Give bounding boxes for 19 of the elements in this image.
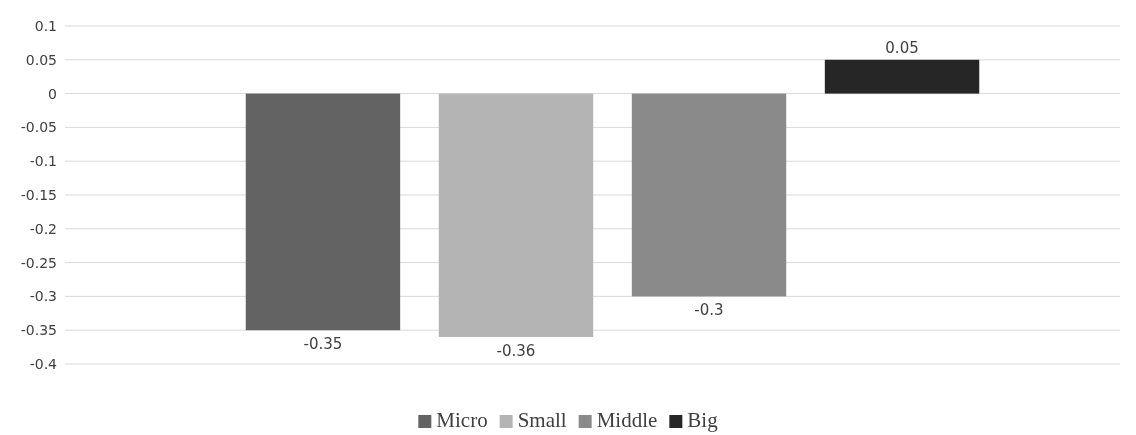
data-label: -0.3 — [694, 301, 724, 320]
y-tick-label: -0.3 — [29, 288, 57, 305]
legend-label: Small — [517, 408, 567, 432]
y-tick-label: 0.1 — [34, 17, 57, 34]
legend-label: Micro — [436, 408, 488, 432]
y-tick-label: -0.1 — [29, 153, 57, 170]
data-label: 0.05 — [885, 38, 919, 57]
data-label: -0.36 — [496, 341, 536, 360]
y-tick-label: -0.2 — [29, 220, 57, 237]
y-tick-label: -0.05 — [20, 119, 57, 136]
y-tick-label: 0 — [48, 85, 57, 102]
y-tick-label: -0.15 — [20, 186, 57, 203]
y-tick-label: -0.4 — [29, 355, 58, 372]
y-tick-label: 0.05 — [25, 51, 57, 68]
y-tick-label: -0.35 — [20, 322, 57, 339]
legend-label: Big — [687, 408, 719, 432]
y-tick-label: -0.25 — [20, 254, 57, 271]
legend-label: Middle — [596, 408, 658, 432]
data-label: -0.35 — [303, 335, 343, 354]
